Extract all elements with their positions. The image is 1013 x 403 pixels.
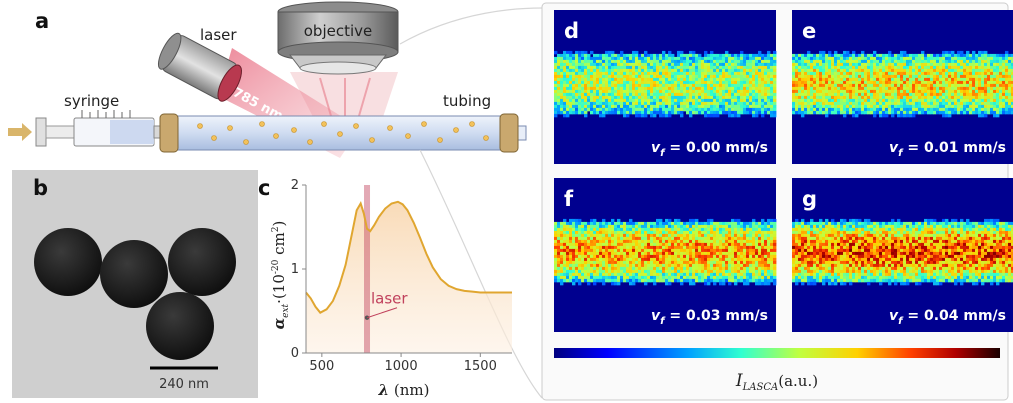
scale-bar-label: 240 nm	[159, 377, 209, 392]
lasca-panel-d: dvf = 0.00 mm/s	[554, 10, 776, 164]
nanoparticle	[168, 228, 236, 296]
tubing	[160, 114, 526, 152]
zoom-connector	[400, 8, 542, 44]
nanoparticle	[100, 240, 168, 308]
nanoparticle	[146, 292, 214, 360]
y-tick-label: 1	[291, 262, 299, 277]
x-tick-label: 1000	[385, 359, 418, 374]
x-axis-label: λ (nm)	[378, 381, 430, 399]
panel-label-f: f	[564, 187, 574, 211]
laser-wavelength-band	[364, 185, 370, 353]
laser-label: laser	[200, 26, 237, 44]
flow-arrow-icon	[8, 123, 32, 141]
lasca-panel-g: gvf = 0.04 mm/s	[792, 178, 1013, 332]
area-fill	[306, 202, 512, 353]
panel-b: b 240 nm	[12, 170, 258, 398]
y-tick-label: 2	[291, 178, 299, 193]
syringe	[8, 110, 164, 146]
tubing-label: tubing	[443, 92, 491, 110]
plot-area: laser	[306, 185, 512, 353]
objective-label: objective	[304, 22, 373, 40]
y-tick-label: 0	[291, 346, 299, 361]
nanoparticle	[34, 228, 102, 296]
syringe-label: syringe	[64, 92, 119, 110]
y-axis-label: αext·(10-20 cm2)	[270, 221, 291, 330]
panel-label-e: e	[802, 19, 816, 43]
annotation-label: laser	[371, 290, 408, 308]
panel-label-g: g	[802, 187, 817, 211]
panel-label-a: a	[35, 9, 49, 33]
panel-label-d: d	[564, 19, 579, 43]
x-tick-label: 500	[309, 359, 334, 374]
x-tick-label: 1500	[464, 359, 497, 374]
panel-label-c: c	[258, 176, 270, 200]
colorbar	[554, 348, 1000, 358]
lasca-panel-f: fvf = 0.03 mm/s	[554, 178, 776, 332]
panel-label-b: b	[33, 176, 48, 200]
lasca-panel-e: evf = 0.01 mm/s	[792, 10, 1013, 164]
